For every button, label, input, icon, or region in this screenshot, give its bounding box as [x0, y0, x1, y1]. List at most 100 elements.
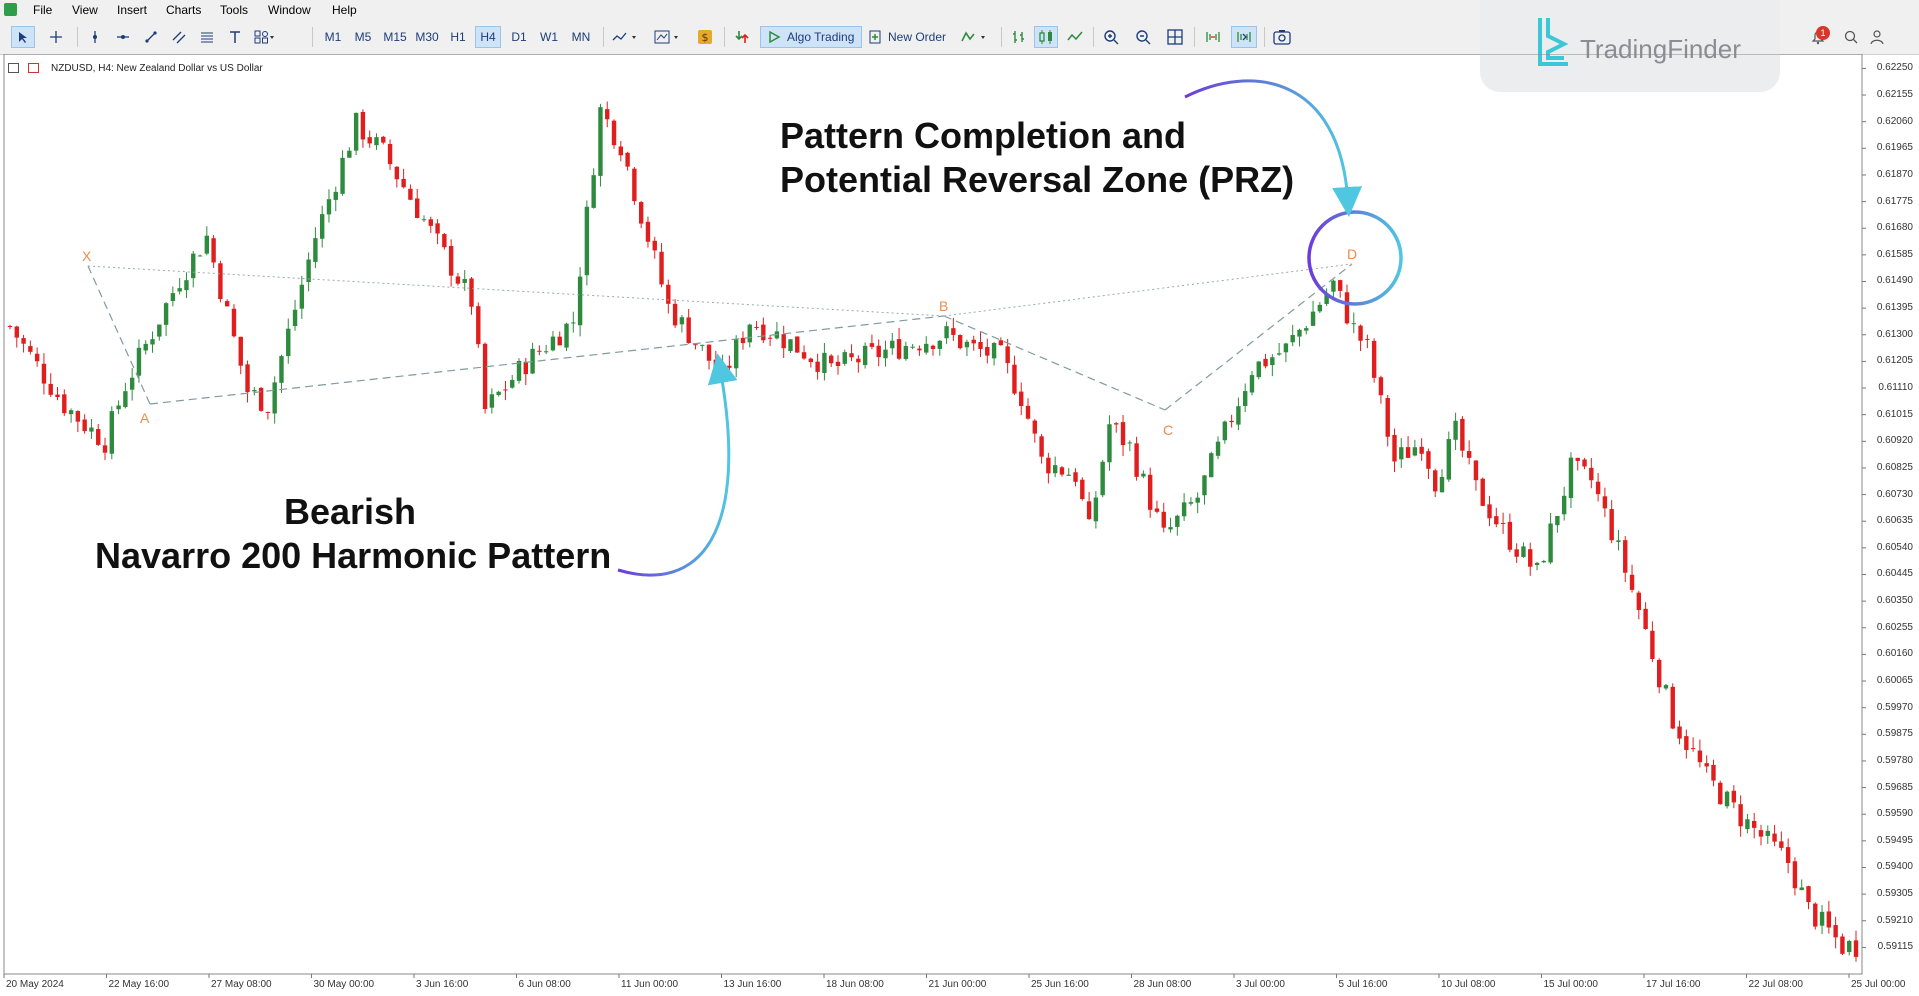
candle-body	[700, 344, 705, 346]
candle-body	[428, 219, 433, 226]
candle-body	[48, 383, 53, 395]
y-tick-label: 0.59305	[1876, 888, 1913, 900]
signals-dropdown-icon[interactable]	[958, 26, 994, 48]
candle-body	[1521, 546, 1526, 557]
candle-body	[1813, 903, 1818, 927]
candle-body	[102, 445, 108, 453]
candle-body	[1704, 763, 1709, 767]
new-order-label: New Order	[888, 30, 947, 44]
candle-body	[706, 344, 712, 361]
candle-body	[245, 364, 250, 393]
candle-body	[1412, 447, 1418, 456]
chart-shift-icon[interactable]	[1231, 26, 1257, 48]
search-icon[interactable]	[1840, 26, 1862, 48]
candle-body	[856, 358, 861, 363]
candle-body	[1331, 280, 1336, 292]
y-tick-label: 0.61300	[1876, 328, 1913, 340]
tf-m30-button[interactable]: M30	[415, 30, 439, 44]
arrow-to-pattern	[617, 353, 738, 577]
algo-trading-button[interactable]: Algo Trading	[760, 26, 862, 48]
algo-trading-label: Algo Trading	[787, 30, 855, 44]
candle-body	[34, 353, 40, 362]
x-tick-label: 5 Jul 16:00	[1338, 979, 1388, 990]
trendline-icon[interactable]	[140, 26, 162, 48]
menu-file[interactable]: File	[33, 3, 53, 17]
tile-windows-icon[interactable]	[1164, 26, 1186, 48]
candle-body	[1433, 470, 1438, 492]
pattern-point-b: B	[939, 298, 949, 314]
candle-body	[1568, 457, 1574, 499]
candle-body	[1283, 343, 1289, 353]
menu-charts[interactable]: Charts	[166, 3, 202, 17]
candle-body	[951, 328, 956, 335]
candle-body	[41, 363, 47, 384]
candle-body	[1806, 886, 1811, 903]
candle-body	[252, 390, 257, 392]
candle-body	[231, 308, 237, 337]
chart-type-dropdown-icon[interactable]	[610, 26, 644, 48]
screenshot-icon[interactable]	[1270, 26, 1294, 48]
candle-body	[930, 345, 936, 349]
line-chart-icon[interactable]	[1064, 26, 1086, 48]
horizontal-line-icon[interactable]	[112, 26, 134, 48]
bar-chart-icon[interactable]	[1008, 26, 1030, 48]
tf-w1-button[interactable]: W1	[540, 30, 558, 44]
tf-h4-button[interactable]: H4	[475, 26, 501, 48]
app-icon	[4, 3, 17, 16]
candlestick-chart-icon[interactable]	[1034, 26, 1058, 48]
shapes-dropdown-icon[interactable]	[252, 26, 278, 48]
candle-body	[1168, 527, 1173, 530]
candle-body	[1826, 911, 1832, 928]
candle-body	[109, 411, 115, 454]
candle-body	[157, 324, 162, 337]
tf-m5-button[interactable]: M5	[354, 30, 372, 44]
y-tick-label: 0.60160	[1876, 648, 1913, 660]
candle-body	[1392, 434, 1397, 462]
tf-h1-button[interactable]: H1	[450, 30, 466, 44]
tf-d1-button[interactable]: D1	[511, 30, 527, 44]
zoom-in-icon[interactable]	[1100, 26, 1122, 48]
y-tick-label: 0.59210	[1876, 914, 1913, 926]
text-icon[interactable]	[224, 26, 246, 48]
crosshair-icon[interactable]	[44, 26, 68, 48]
new-order-button[interactable]: New Order	[866, 26, 952, 48]
one-click-trading-icon[interactable]	[731, 26, 753, 48]
candle-body	[1819, 911, 1825, 926]
candle-body	[1548, 523, 1553, 563]
indicators-dropdown-icon[interactable]	[652, 26, 686, 48]
candle-body	[1779, 841, 1784, 848]
tf-m15-button[interactable]: M15	[383, 30, 407, 44]
channel-icon[interactable]	[168, 26, 190, 48]
candle-body	[7, 326, 13, 328]
chart-close-icon[interactable]	[28, 63, 39, 73]
profile-icon[interactable]	[1866, 26, 1888, 48]
auto-scroll-icon[interactable]	[1201, 26, 1225, 48]
candle-body	[143, 343, 148, 351]
candle-body	[374, 137, 379, 146]
candle-body	[1670, 686, 1675, 729]
candle-body	[808, 358, 814, 363]
y-tick-label: 0.59590	[1876, 808, 1913, 820]
vertical-line-icon[interactable]	[84, 26, 106, 48]
candle-body	[1066, 474, 1071, 476]
candle-body	[761, 324, 766, 341]
menu-view[interactable]: View	[72, 3, 98, 17]
fibonacci-icon[interactable]	[196, 26, 218, 48]
menu-tools[interactable]: Tools	[220, 3, 249, 17]
tf-m1-button[interactable]: M1	[324, 30, 342, 44]
menu-help[interactable]: Help	[332, 3, 357, 17]
candle-body	[1304, 328, 1309, 331]
menu-bar: File View Insert Charts Tools Window Hel…	[0, 0, 1919, 20]
candle-body	[1310, 311, 1316, 326]
chart-area[interactable]: NZDUSD, H4: New Zealand Dollar vs US Dol…	[0, 54, 1919, 996]
price-chart[interactable]	[0, 54, 1919, 996]
zoom-out-icon[interactable]	[1132, 26, 1154, 48]
candle-body	[1629, 574, 1635, 590]
y-tick-label: 0.59970	[1876, 701, 1913, 713]
market-icon[interactable]: $	[694, 26, 716, 48]
menu-insert[interactable]: Insert	[117, 3, 148, 17]
menu-window[interactable]: Window	[268, 3, 311, 17]
cursor-icon[interactable]	[11, 26, 35, 48]
candle-body	[1154, 508, 1160, 512]
tf-mn-button[interactable]: MN	[571, 30, 591, 44]
